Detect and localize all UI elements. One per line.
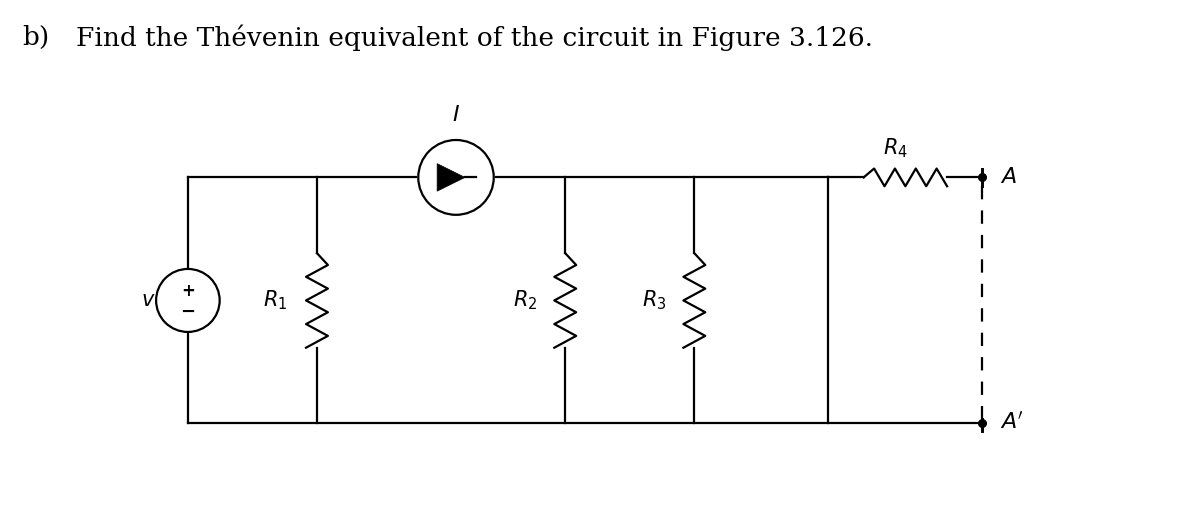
Text: −: − — [180, 303, 196, 321]
Text: $v$: $v$ — [140, 291, 156, 310]
Text: +: + — [181, 281, 194, 299]
Text: Find the Thévenin equivalent of the circuit in Figure 3.126.: Find the Thévenin equivalent of the circ… — [76, 25, 872, 52]
Text: $R_1$: $R_1$ — [263, 289, 287, 312]
Text: $A$: $A$ — [1001, 166, 1018, 189]
Text: b): b) — [22, 25, 49, 50]
Text: $R_2$: $R_2$ — [514, 289, 538, 312]
Polygon shape — [437, 164, 464, 191]
Text: $R_4$: $R_4$ — [883, 136, 908, 160]
Text: $R_3$: $R_3$ — [642, 289, 666, 312]
Text: $I$: $I$ — [452, 104, 460, 126]
Text: $A'$: $A'$ — [1001, 413, 1025, 434]
